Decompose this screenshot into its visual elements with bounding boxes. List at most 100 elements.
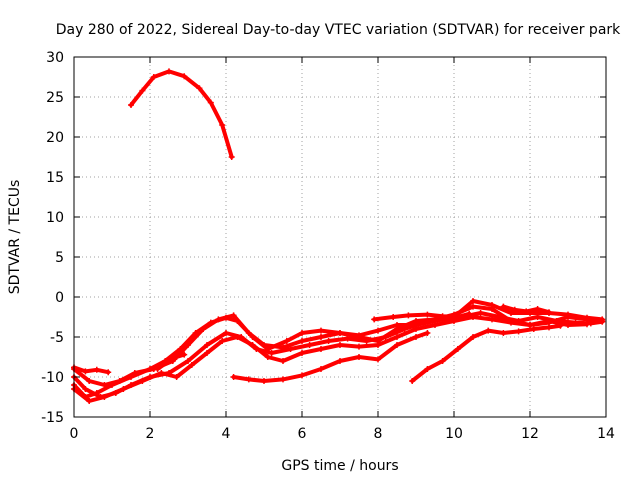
data-point [375, 356, 381, 363]
data-point [287, 346, 294, 352]
data-point [158, 370, 165, 376]
data-point [166, 68, 172, 75]
data-point [280, 358, 286, 364]
data-point [207, 99, 214, 106]
data-point [196, 85, 203, 92]
y-tick-label: 10 [46, 210, 64, 226]
data-point [280, 376, 286, 383]
data-point [382, 334, 389, 340]
data-point [230, 374, 237, 380]
data-point [413, 334, 419, 340]
x-tick-label: 2 [146, 426, 155, 442]
data-point [565, 311, 571, 318]
chart-title: Day 280 of 2022, Sidereal Day-to-day VTE… [56, 22, 621, 38]
data-point [420, 319, 427, 326]
data-point [375, 342, 381, 348]
y-tick-label: 20 [46, 130, 64, 146]
data-point [105, 369, 112, 376]
y-tick-label: -5 [50, 330, 64, 346]
data-point [139, 378, 146, 384]
y-tick-label: 15 [46, 170, 64, 186]
data-point [283, 338, 290, 344]
data-point [477, 310, 484, 316]
data-point [219, 122, 226, 128]
data-point [150, 74, 157, 80]
data-point [337, 342, 343, 348]
y-tick-label: 0 [55, 290, 64, 306]
data-point [181, 351, 188, 358]
data-point [228, 154, 235, 160]
y-tick-label: 25 [46, 90, 64, 106]
x-tick-label: 10 [445, 426, 463, 442]
data-point [86, 398, 93, 404]
data-point [82, 368, 89, 375]
data-point [584, 314, 590, 321]
data-point [181, 73, 188, 80]
data-point [356, 332, 362, 339]
data-point [204, 342, 210, 348]
data-point [371, 316, 378, 323]
data-point [188, 362, 195, 368]
data-point [439, 358, 446, 364]
plot-frame [73, 56, 607, 418]
data-point [215, 316, 222, 323]
data-point [318, 366, 324, 372]
data-point [299, 350, 305, 356]
data-point [337, 358, 343, 364]
data-point [470, 334, 476, 340]
data-point [299, 330, 305, 336]
data-point [394, 342, 400, 348]
data-point [413, 326, 419, 332]
data-point [223, 330, 229, 336]
data-point [101, 382, 108, 388]
data-point [394, 334, 400, 340]
data-point [500, 330, 507, 336]
data-point [405, 312, 412, 319]
data-point [185, 342, 191, 348]
data-point [219, 338, 226, 344]
data-point [511, 306, 518, 313]
data-point [489, 316, 495, 323]
data-point [185, 358, 191, 364]
data-point [470, 314, 476, 320]
data-point [204, 350, 210, 356]
data-point [261, 342, 267, 348]
data-point [356, 343, 362, 350]
data-point [234, 334, 241, 340]
data-point [249, 342, 256, 348]
data-point [93, 366, 100, 373]
series-arc-6 [72, 365, 111, 375]
data-point [451, 318, 457, 324]
data-point [318, 346, 324, 352]
data-series [71, 68, 606, 404]
data-point [530, 326, 537, 332]
data-point [101, 394, 108, 400]
data-point [139, 87, 146, 94]
data-point [523, 308, 530, 315]
data-point [344, 335, 351, 342]
data-point [557, 322, 564, 329]
data-point [264, 354, 271, 360]
y-tick-label: 5 [55, 250, 64, 266]
data-point [508, 319, 514, 326]
data-point [439, 313, 446, 320]
data-point [128, 102, 134, 108]
data-point [500, 303, 507, 310]
data-point [394, 322, 400, 328]
data-point [470, 298, 476, 304]
data-point [154, 366, 161, 372]
data-point [306, 342, 313, 348]
y-tick-label: -10 [41, 370, 64, 386]
data-point [200, 326, 207, 332]
x-tick-label: 12 [521, 426, 539, 442]
data-point [356, 354, 362, 360]
grid-lines [74, 57, 606, 417]
data-point [470, 303, 476, 310]
axis-ticks: 0 2 4 6 8 10 12 14 -15 -10 -5 0 5 10 15 20 25 30 [41, 50, 615, 442]
data-point [432, 322, 438, 328]
data-point [546, 309, 552, 316]
x-tick-label: 8 [374, 426, 383, 442]
x-tick-label: 14 [597, 426, 615, 442]
data-point [268, 350, 275, 356]
data-point [245, 330, 252, 336]
